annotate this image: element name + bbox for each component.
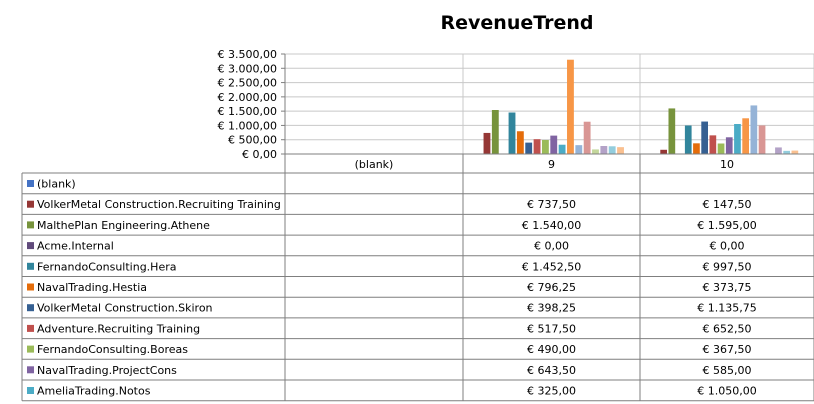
y-tick-label: € 1.500,00 xyxy=(218,105,277,118)
bar xyxy=(483,132,491,154)
bar xyxy=(541,140,549,154)
y-axis: € 0,00€ 500,00 € 1.000,00€ 1.500,00€ 2.00… xyxy=(218,48,286,161)
data-label: € 737,50 xyxy=(527,198,576,211)
y-tick-label: € 3.500,00 xyxy=(218,48,277,61)
bar xyxy=(709,135,717,154)
y-tick-label: € 500,00 xyxy=(228,134,277,147)
bar xyxy=(791,150,799,154)
category-label: (blank) xyxy=(355,158,394,171)
data-label: € 652,50 xyxy=(703,322,752,335)
bar xyxy=(758,125,766,154)
data-label: € 585,00 xyxy=(703,364,752,377)
row-label: Adventure.Recruiting Training xyxy=(37,322,200,335)
legend-key xyxy=(27,180,34,187)
data-label: € 796,25 xyxy=(527,281,576,294)
bar xyxy=(575,145,583,154)
data-label: € 325,00 xyxy=(527,385,576,398)
bar xyxy=(775,147,782,154)
y-tick-label: € 1.000,00 xyxy=(218,119,277,132)
row-label: (blank) xyxy=(37,178,76,191)
legend-key xyxy=(27,366,34,374)
y-tick-label: € 2.500,00 xyxy=(218,77,277,90)
y-tick-label: € 3.000,00 xyxy=(218,62,277,75)
data-label: € 147,50 xyxy=(703,198,752,211)
chart-title: RevenueTrend xyxy=(440,12,594,34)
data-label: € 398,25 xyxy=(527,302,576,315)
data-label: € 1.452,50 xyxy=(522,260,581,273)
data-table: (blank) 9 10 (blank) VolkerMetal Constructio… xyxy=(21,153,814,402)
y-tick-label: € 2.000,00 xyxy=(218,91,277,104)
bar xyxy=(608,146,616,154)
bars-layer xyxy=(483,59,799,154)
category-label: 9 xyxy=(548,158,555,171)
legend-key xyxy=(27,283,34,291)
bar xyxy=(668,108,676,154)
y-tick-label: € 0,00 xyxy=(242,148,277,161)
data-label: € 490,00 xyxy=(527,343,576,356)
category-label: 10 xyxy=(720,158,734,171)
bar xyxy=(684,125,692,154)
data-label: € 997,50 xyxy=(703,260,752,273)
data-label: € 373,75 xyxy=(703,281,752,294)
bar xyxy=(491,110,499,154)
bar xyxy=(600,146,608,154)
row-label: VolkerMetal Construction.Recruiting Trai… xyxy=(37,198,281,211)
legend-key xyxy=(27,262,34,270)
data-label: € 1.540,00 xyxy=(522,219,581,232)
bar xyxy=(583,121,591,154)
bar xyxy=(693,143,700,154)
data-label: € 1.135,75 xyxy=(697,302,756,315)
bar xyxy=(717,143,725,154)
bar xyxy=(725,137,733,154)
legend-key xyxy=(27,387,34,394)
bar xyxy=(734,124,741,154)
bar xyxy=(660,149,667,154)
bar xyxy=(750,105,758,154)
data-label: € 1.595,00 xyxy=(697,219,756,232)
bar xyxy=(558,144,566,154)
data-label: € 517,50 xyxy=(527,322,576,335)
bar xyxy=(783,150,791,154)
data-label: € 1.050,00 xyxy=(697,385,756,398)
row-label: VolkerMetal Construction.Skiron xyxy=(37,302,213,315)
legend-key xyxy=(27,221,34,229)
bar xyxy=(533,139,541,154)
row-label: AmeliaTrading.Notos xyxy=(37,385,151,398)
data-label: € 0,00 xyxy=(534,240,569,253)
row-label: MalthePlan Engineering.Athene xyxy=(37,219,210,232)
data-label: € 0,00 xyxy=(710,240,745,253)
bar xyxy=(550,135,558,154)
row-label: FernandoConsulting.Hera xyxy=(37,260,176,273)
bar xyxy=(617,147,624,154)
bar xyxy=(742,118,750,154)
row-label: NavalTrading.ProjectCons xyxy=(37,364,177,377)
legend-key xyxy=(27,200,34,208)
bar xyxy=(508,112,516,154)
bar xyxy=(567,59,574,154)
legend-key xyxy=(27,242,34,250)
bar xyxy=(516,131,524,154)
data-label: € 367,50 xyxy=(703,343,752,356)
data-label: € 643,50 xyxy=(527,364,576,377)
bar xyxy=(525,142,533,154)
legend-key xyxy=(27,345,34,353)
bar xyxy=(592,149,599,154)
row-label: FernandoConsulting.Boreas xyxy=(37,343,188,356)
row-label: NavalTrading.Hestia xyxy=(37,281,147,294)
legend-key xyxy=(27,324,34,332)
legend-key xyxy=(27,304,34,312)
bar xyxy=(701,121,708,154)
row-label: Acme.Internal xyxy=(37,240,114,253)
